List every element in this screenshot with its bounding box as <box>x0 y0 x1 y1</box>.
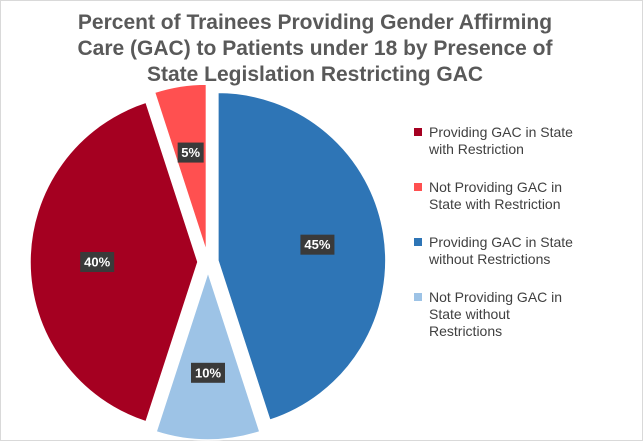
pie-slice <box>217 91 387 422</box>
legend-item: Not Providing GAC in State with Restricti… <box>414 179 634 213</box>
pie-slice <box>155 269 261 441</box>
legend-swatch <box>414 128 422 136</box>
data-label-box <box>80 252 115 272</box>
legend-label: Providing GAC in State <box>429 234 573 250</box>
legend-label: Not Providing GAC in <box>429 179 563 195</box>
legend-swatch <box>414 183 422 191</box>
legend: Providing GAC in State with Restriction No… <box>414 124 634 361</box>
legend-label: Providing GAC in State <box>429 124 573 140</box>
data-label: 45% <box>304 237 330 252</box>
data-label: 5% <box>181 145 200 160</box>
legend-label: State without <box>429 306 510 322</box>
chart-title-line: State Legislation Restricting GAC <box>146 63 484 86</box>
data-label: 40% <box>84 255 110 270</box>
chart-title-line: Percent of Trainees Providing Gender Aff… <box>77 11 553 34</box>
data-labels: 45% 10% 40% 5% <box>80 142 335 383</box>
legend-swatch <box>414 238 422 246</box>
pie-slice <box>153 83 208 253</box>
data-label-box <box>300 234 335 255</box>
chart-title: Percent of Trainees Providing Gender Aff… <box>40 10 590 88</box>
data-label: 10% <box>195 365 221 380</box>
legend-label: without Restrictions <box>429 251 551 267</box>
legend-item: Providing GAC in State with Restriction <box>414 124 634 158</box>
chart-title-line: Care (GAC) to Patients under 18 by Prese… <box>77 37 553 60</box>
legend-label: with Restriction <box>429 141 524 157</box>
legend-item: Not Providing GAC in State without Restric… <box>414 289 634 340</box>
data-label-box <box>191 362 225 383</box>
legend-label: Not Providing GAC in <box>429 289 563 305</box>
legend-label: State with Restriction <box>429 196 561 212</box>
legend-item: Providing GAC in State without Restrictio… <box>414 234 634 268</box>
legend-swatch <box>414 293 422 301</box>
data-label-box <box>177 142 204 163</box>
legend-label: Restrictions <box>429 323 503 339</box>
